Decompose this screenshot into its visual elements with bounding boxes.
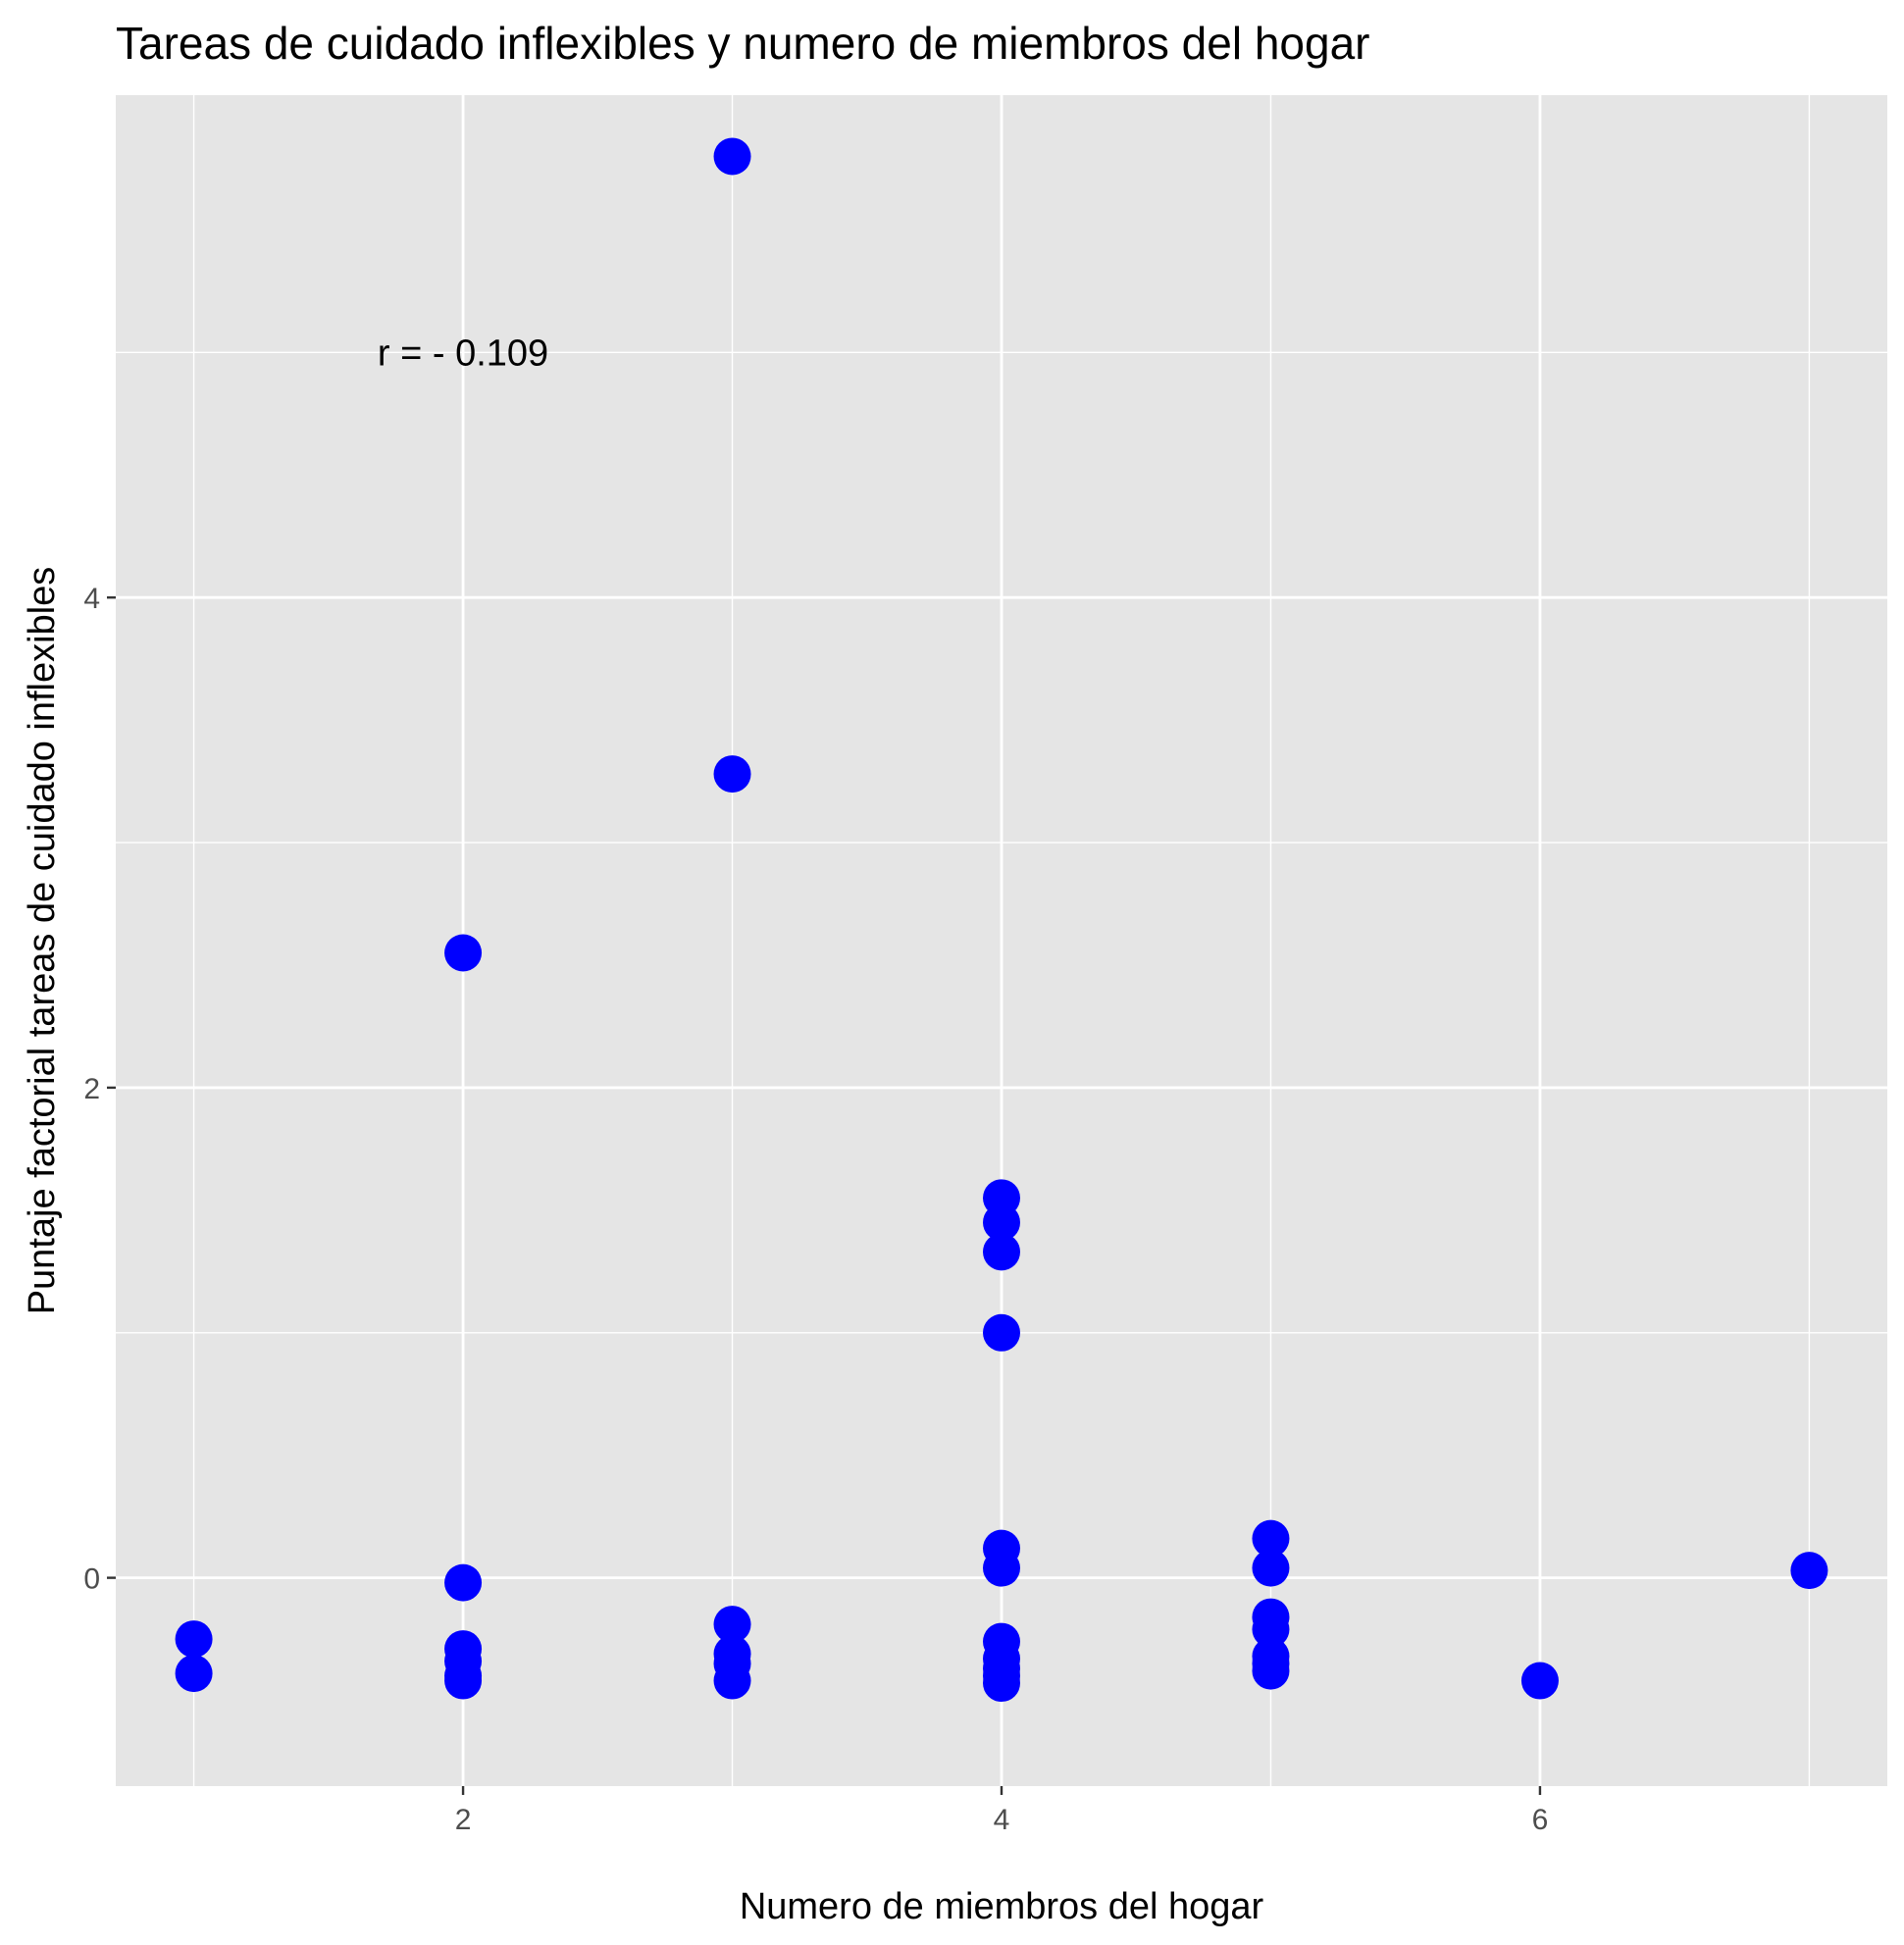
y-axis-title: Puntaje factorial tareas de cuidado infl… [22,567,63,1315]
data-point [1252,1549,1290,1587]
data-point [175,1655,213,1693]
data-point [983,1233,1020,1271]
data-point [983,1664,1020,1703]
data-point [444,1662,483,1700]
chart-title: Tareas de cuidado inflexibles y numero d… [116,18,1369,69]
data-point [983,1549,1020,1587]
data-point [713,1662,751,1700]
y-tick-label: 4 [83,583,100,615]
data-point [175,1620,213,1659]
data-points [175,137,1828,1703]
data-point [444,1563,483,1602]
x-tick-label: 6 [1532,1804,1549,1836]
y-tick-label: 0 [83,1563,100,1596]
data-point [713,755,751,793]
data-point [713,1606,751,1644]
data-point [444,934,483,972]
y-axis: 0 2 4 [83,583,116,1596]
data-point [1252,1611,1290,1649]
data-point [1790,1552,1828,1590]
data-point [1520,1662,1559,1700]
x-tick-label: 2 [455,1804,472,1836]
data-point [1252,1652,1290,1690]
data-point [983,1313,1020,1352]
x-tick-label: 4 [994,1804,1010,1836]
data-point [983,1203,1020,1242]
x-axis-title: Numero de miembros del hogar [740,1886,1264,1927]
y-tick-label: 2 [83,1073,100,1105]
data-point [1252,1519,1290,1558]
data-point [713,137,751,176]
x-axis: 2 4 6 [455,1786,1549,1836]
correlation-annotation: r = - 0.109 [378,333,548,374]
